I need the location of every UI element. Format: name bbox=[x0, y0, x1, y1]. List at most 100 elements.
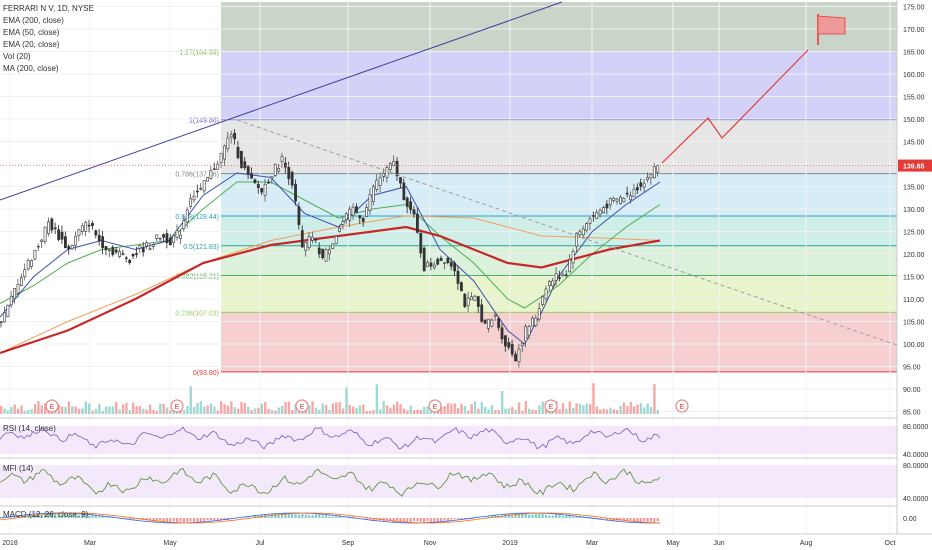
macd-histogram-bar bbox=[223, 518, 226, 520]
mfi-tick: 80.0000 bbox=[903, 463, 928, 470]
macd-label[interactable]: MACD (12, 26, close, 9) bbox=[3, 510, 89, 519]
macd-histogram-bar bbox=[399, 518, 402, 523]
legend-ma200[interactable]: MA (200, close) bbox=[3, 64, 59, 73]
macd-histogram-bar bbox=[396, 518, 399, 521]
legend-symbol[interactable]: FERRARI N V, 1D, NYSE bbox=[3, 4, 94, 13]
macd-histogram-bar bbox=[490, 515, 493, 518]
volume-bar bbox=[514, 409, 517, 414]
volume-bar bbox=[511, 407, 514, 414]
candle-body bbox=[378, 177, 382, 186]
macd-histogram-bar bbox=[656, 518, 659, 521]
volume-bar bbox=[656, 410, 660, 414]
volume-bar bbox=[135, 406, 138, 414]
candle-body bbox=[304, 242, 308, 251]
candle-body bbox=[422, 247, 426, 272]
candle-body bbox=[50, 218, 54, 231]
candle-body bbox=[334, 235, 338, 244]
candle-body bbox=[598, 210, 602, 215]
macd-histogram-bar bbox=[500, 515, 504, 518]
rsi-label[interactable]: RSI (14, close) bbox=[3, 424, 56, 433]
macd-histogram-bar bbox=[220, 518, 223, 520]
candle-body bbox=[277, 168, 281, 172]
candle-body bbox=[152, 244, 155, 247]
volume-bar bbox=[470, 403, 473, 414]
legend-vol[interactable]: Vol (20) bbox=[3, 52, 31, 61]
volume-bar bbox=[484, 406, 487, 414]
candle-body bbox=[639, 182, 643, 187]
volume-bar bbox=[602, 408, 605, 414]
price-tick-label: 155.00 bbox=[903, 95, 925, 102]
macd-tick: 0.00 bbox=[903, 516, 917, 523]
candle-body bbox=[311, 236, 314, 241]
candle-body bbox=[236, 146, 240, 159]
volume-bar bbox=[619, 405, 622, 414]
fib-zone bbox=[221, 275, 897, 313]
volume-bar bbox=[585, 403, 588, 414]
volume-bar bbox=[6, 410, 10, 414]
candle-body bbox=[608, 198, 612, 206]
volume-bar bbox=[199, 401, 203, 414]
volume-bar bbox=[331, 403, 335, 414]
macd-histogram-bar bbox=[213, 518, 216, 521]
legend-ema200[interactable]: EMA (200, close) bbox=[3, 16, 64, 25]
macd-histogram-bar bbox=[277, 514, 280, 518]
time-tick-label: Aug bbox=[800, 540, 813, 547]
macd-histogram-bar bbox=[318, 514, 321, 518]
candle-body bbox=[629, 195, 633, 201]
macd-histogram-bar bbox=[544, 514, 548, 518]
rsi-tick: 40.0000 bbox=[903, 452, 928, 459]
candle-body bbox=[460, 282, 463, 292]
macd-histogram-bar bbox=[517, 513, 521, 518]
volume-bar bbox=[118, 409, 121, 414]
candle-body bbox=[97, 235, 101, 242]
price-axis[interactable]: 85.00 90.00 95.00 100.00 105.00 110.00 115.00 1… bbox=[896, 0, 932, 534]
macd-histogram-bar bbox=[385, 518, 389, 521]
volume-bar bbox=[277, 407, 280, 414]
mfi-label[interactable]: MFI (14) bbox=[3, 464, 34, 473]
time-tick-label: 2018 bbox=[2, 540, 18, 547]
volume-bar bbox=[446, 403, 450, 414]
price-tick-label: 85.00 bbox=[903, 410, 921, 417]
macd-histogram-bar bbox=[71, 515, 74, 518]
volume-bar bbox=[477, 408, 480, 414]
macd-histogram-bar bbox=[565, 515, 568, 518]
candle-body bbox=[500, 327, 504, 340]
candle-body bbox=[141, 247, 145, 253]
macd-histogram-bar bbox=[267, 515, 270, 518]
volume-bar bbox=[443, 406, 446, 414]
volume-bar bbox=[253, 408, 257, 414]
volume-bar bbox=[159, 403, 162, 414]
time-axis[interactable]: 2018 Mar May Jul Sep Nov 2019 Mar May Jun Aug Oct bbox=[0, 533, 932, 547]
volume-bar bbox=[626, 405, 629, 414]
candle-body bbox=[64, 236, 67, 249]
macd-histogram-bar bbox=[94, 514, 97, 518]
macd-histogram-bar bbox=[270, 513, 273, 518]
candle-body bbox=[36, 245, 40, 248]
candle-body bbox=[0, 321, 3, 323]
macd-histogram-bar bbox=[443, 518, 446, 521]
volume-bar bbox=[348, 404, 352, 414]
legend-ema50[interactable]: EMA (50, close) bbox=[3, 28, 60, 37]
volume-bar bbox=[629, 401, 632, 414]
macd-histogram-bar bbox=[209, 518, 213, 521]
candle-body bbox=[263, 183, 267, 196]
legend-ema20[interactable]: EMA (20, close) bbox=[3, 40, 60, 49]
volume-bar bbox=[260, 403, 264, 414]
volume-bar bbox=[128, 410, 132, 414]
volume-bar bbox=[616, 410, 619, 414]
macd-histogram-bar bbox=[314, 514, 317, 518]
candle-body bbox=[449, 261, 453, 267]
macd-histogram-bar bbox=[521, 513, 524, 518]
macd-histogram-bar bbox=[605, 518, 609, 521]
candle-body bbox=[520, 342, 524, 347]
candle-body bbox=[534, 317, 538, 326]
candle-body bbox=[656, 165, 660, 173]
candle-body bbox=[101, 236, 105, 248]
candle-body bbox=[246, 166, 250, 175]
volume-bar bbox=[243, 402, 247, 414]
price-tick-label: 135.00 bbox=[903, 185, 925, 192]
chart-legend: FERRARI N V, 1D, NYSE EMA (200, close) E… bbox=[3, 3, 94, 75]
candle-body bbox=[480, 304, 484, 322]
